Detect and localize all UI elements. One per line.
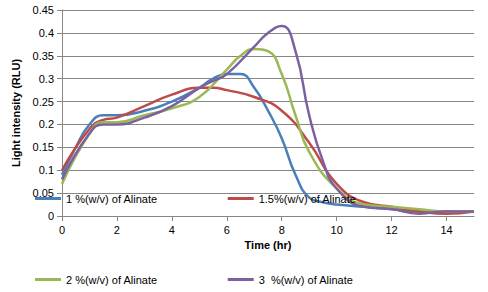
svg-text:6: 6 [224, 224, 230, 236]
svg-text:0.05: 0.05 [32, 187, 54, 200]
svg-text:0.45: 0.45 [33, 4, 54, 16]
svg-text:4: 4 [169, 224, 175, 236]
svg-text:0.15: 0.15 [33, 141, 54, 153]
svg-text:0: 0 [59, 224, 65, 236]
svg-text:0.25: 0.25 [33, 96, 54, 108]
svg-text:1.5%(w/v) of Alinate: 1.5%(w/v) of Alinate [259, 193, 356, 205]
svg-text:0.1: 0.1 [39, 164, 54, 176]
svg-text:2: 2 [114, 224, 120, 236]
svg-text:10: 10 [331, 224, 343, 236]
svg-text:0.4: 0.4 [39, 27, 54, 39]
svg-text:1 %(w/v) of Alinate: 1 %(w/v) of Alinate [66, 193, 157, 205]
svg-text:12: 12 [385, 224, 397, 236]
svg-text:0.2: 0.2 [39, 118, 54, 130]
svg-text:14: 14 [440, 224, 452, 236]
svg-text:0.3: 0.3 [39, 73, 54, 85]
svg-text:2 %(w/v) of Alinate: 2 %(w/v) of Alinate [66, 274, 157, 286]
svg-text:8: 8 [279, 224, 285, 236]
svg-text:3 %(w/v) of Alinate: 3 %(w/v) of Alinate [259, 274, 353, 286]
svg-text:0: 0 [48, 210, 54, 222]
svg-text:Light intensity (RLU): Light intensity (RLU) [10, 59, 22, 167]
svg-text:0.35: 0.35 [33, 50, 54, 62]
svg-text:Time (hr): Time (hr) [245, 239, 292, 251]
